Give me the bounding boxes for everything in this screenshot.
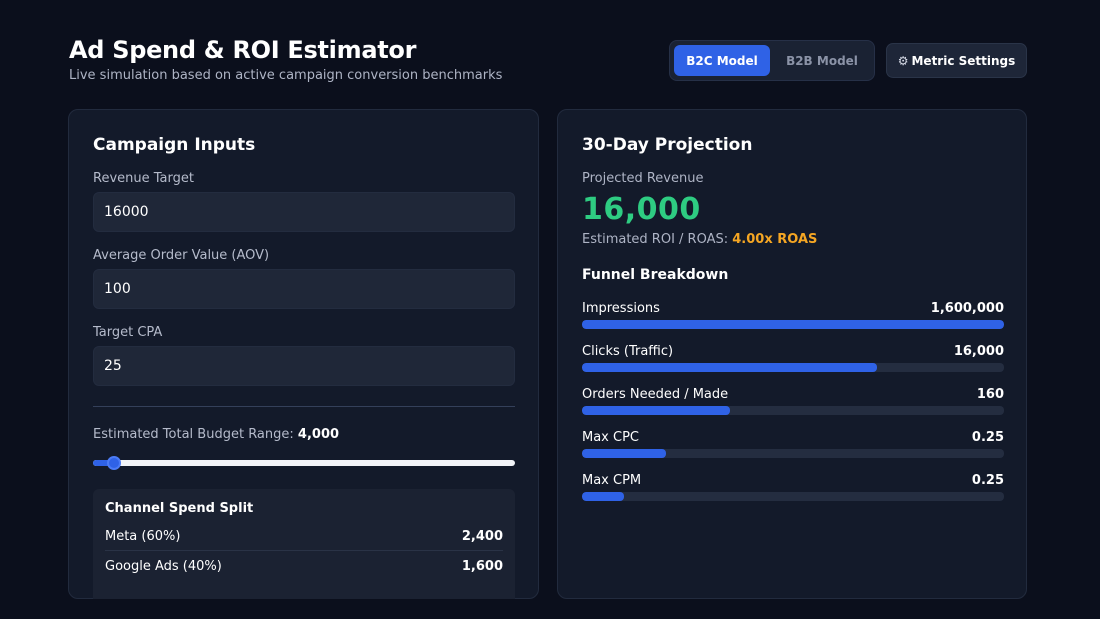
metric-bar-fill (582, 492, 625, 501)
funnel-metric-orders: Orders Needed / Made 160 (582, 387, 1004, 417)
metric-bar-fill (582, 363, 878, 372)
metric-bar-fill (582, 406, 730, 415)
b2c-model-button[interactable]: B2C Model (674, 45, 770, 76)
channel-split-panel: Channel Spend Split Meta (60%) 2,400 Goo… (93, 489, 515, 599)
metric-label: Impressions (582, 301, 660, 316)
metric-label: Clicks (Traffic) (582, 344, 674, 359)
channel-label: Google Ads (40%) (105, 558, 222, 574)
metric-bar-fill (582, 449, 667, 458)
channel-split-title: Channel Spend Split (105, 501, 254, 516)
channel-value: 1,600 (461, 558, 503, 574)
campaign-inputs-card: Campaign Inputs Revenue Target 16000 Ave… (68, 109, 539, 599)
metric-settings-label: Metric Settings (911, 53, 1016, 68)
section-divider (93, 406, 515, 407)
roi-label: Estimated ROI / ROAS: (582, 232, 729, 247)
funnel-metric-max-cpc: Max CPC 0.25 (582, 430, 1004, 460)
roi-line: Estimated ROI / ROAS: 4.00x ROAS (582, 232, 817, 247)
page-header: Ad Spend & ROI Estimator Live simulation… (69, 36, 502, 83)
budget-slider[interactable] (93, 456, 515, 470)
metric-settings-button[interactable]: ⚙ Metric Settings (886, 43, 1027, 78)
channel-row-google: Google Ads (40%) 1,600 (105, 552, 503, 580)
slider-track (93, 460, 515, 466)
projected-revenue-value: 16,000 (582, 192, 701, 227)
metric-bar-fill (582, 320, 1004, 329)
page-subtitle: Live simulation based on active campaign… (69, 68, 503, 83)
funnel-title: Funnel Breakdown (582, 267, 729, 283)
channel-label: Meta (60%) (105, 529, 181, 544)
budget-range-label: Estimated Total Budget Range: 4,000 (93, 427, 339, 442)
metric-value: 0.25 (971, 430, 1004, 445)
metric-bar (582, 363, 1004, 372)
roi-value: 4.00x ROAS (732, 232, 818, 247)
budget-range-text: Estimated Total Budget Range: (93, 427, 294, 442)
metric-bar (582, 449, 1004, 458)
metric-value: 0.25 (971, 473, 1004, 488)
metric-value: 160 (976, 387, 1004, 402)
channel-row-meta: Meta (60%) 2,400 (105, 523, 503, 551)
metric-bar (582, 492, 1004, 501)
metric-bar (582, 320, 1004, 329)
target-cpa-input[interactable]: 25 (93, 346, 515, 386)
metric-value: 1,600,000 (930, 301, 1004, 316)
model-toggle: B2C Model B2B Model (669, 40, 875, 81)
target-cpa-label: Target CPA (93, 325, 163, 340)
projected-revenue-label: Projected Revenue (582, 171, 704, 186)
campaign-inputs-title: Campaign Inputs (93, 135, 256, 155)
funnel-metric-max-cpm: Max CPM 0.25 (582, 473, 1004, 503)
aov-input[interactable]: 100 (93, 269, 515, 309)
page-title: Ad Spend & ROI Estimator (69, 36, 417, 64)
b2b-model-button[interactable]: B2B Model (774, 45, 870, 76)
funnel-metric-clicks: Clicks (Traffic) 16,000 (582, 344, 1004, 374)
projection-card: 30-Day Projection Projected Revenue 16,0… (557, 109, 1027, 599)
metric-value: 16,000 (953, 344, 1004, 359)
slider-thumb[interactable] (107, 456, 122, 470)
projection-title: 30-Day Projection (582, 135, 753, 155)
slider-fill (93, 460, 115, 466)
channel-value: 2,400 (461, 529, 503, 544)
revenue-target-input[interactable]: 16000 (93, 192, 515, 232)
aov-label: Average Order Value (AOV) (93, 248, 270, 263)
metric-label: Max CPM (582, 473, 642, 488)
metric-bar (582, 406, 1004, 415)
gear-icon: ⚙ (897, 53, 909, 68)
funnel-metric-impressions: Impressions 1,600,000 (582, 301, 1004, 331)
metric-label: Orders Needed / Made (582, 387, 729, 402)
metric-label: Max CPC (582, 430, 640, 445)
budget-range-value: 4,000 (297, 427, 340, 442)
revenue-target-label: Revenue Target (93, 171, 194, 186)
